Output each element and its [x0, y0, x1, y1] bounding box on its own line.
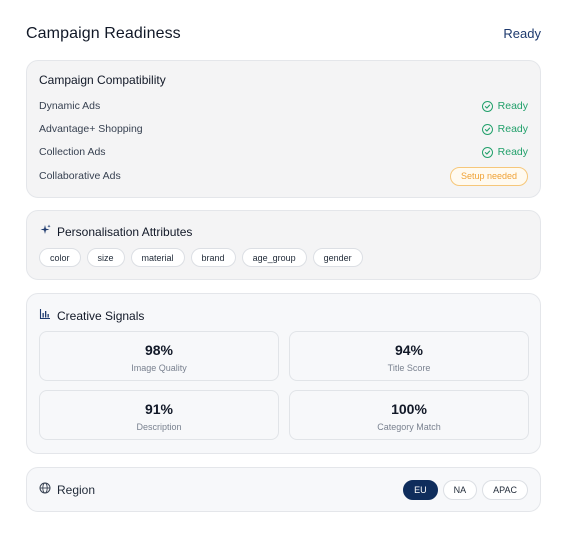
status-text: Ready [497, 123, 528, 135]
chip-age-group[interactable]: age_group [241, 248, 307, 267]
check-circle-icon [481, 123, 493, 135]
compat-status: Ready [481, 100, 528, 112]
compat-label: Collaborative Ads [39, 170, 121, 182]
attributes-header: Personalisation Attributes [39, 224, 192, 239]
header: Campaign Readiness Ready [26, 25, 541, 47]
region-selector: EU NA APAC [403, 480, 528, 500]
chip-gender[interactable]: gender [312, 248, 363, 267]
compat-row-collection-ads: Collection Ads Ready [39, 143, 528, 161]
compat-row-dynamic-ads: Dynamic Ads Ready [39, 97, 528, 115]
compat-row-collaborative-ads: Collaborative Ads Setup needed [39, 166, 528, 186]
region-header: Region [39, 482, 95, 497]
metric-value: 94% [394, 342, 424, 358]
compat-label: Collection Ads [39, 146, 106, 158]
chip-size[interactable]: size [86, 248, 125, 267]
chip-brand[interactable]: brand [190, 248, 236, 267]
check-circle-icon [481, 100, 493, 112]
compatibility-title: Campaign Compatibility [39, 73, 166, 87]
setup-needed-badge: Setup needed [449, 166, 528, 186]
metric-label: Title Score [387, 363, 431, 373]
compat-label: Advantage+ Shopping [39, 123, 143, 135]
signals-header: Creative Signals [39, 308, 144, 323]
check-circle-icon [481, 146, 493, 158]
metric-value: 98% [144, 342, 174, 358]
chip-color[interactable]: color [39, 248, 81, 267]
region-label: Region [57, 482, 96, 497]
region-option-na[interactable]: NA [442, 480, 478, 500]
metric-label: Category Match [377, 422, 441, 432]
globe-icon [39, 482, 51, 497]
region-option-apac[interactable]: APAC [482, 480, 528, 500]
status-text: Ready [497, 146, 528, 158]
signals-title: Creative Signals [57, 308, 145, 323]
attributes-title: Personalisation Attributes [57, 224, 193, 239]
metric-description: 91% Description [39, 390, 279, 440]
metric-category-match: 100% Category Match [289, 390, 529, 440]
metric-label: Image Quality [131, 363, 187, 373]
compat-status: Ready [481, 123, 528, 135]
readiness-status: Ready [503, 26, 541, 41]
metric-label: Description [136, 422, 182, 432]
metric-value: 100% [391, 401, 427, 417]
compatibility-card: Campaign Compatibility Dynamic Ads Ready… [26, 60, 541, 198]
compat-status: Ready [481, 146, 528, 158]
attribute-chips: color size material brand age_group gend… [39, 248, 363, 267]
metric-value: 91% [144, 401, 174, 417]
compat-row-advantage-shopping: Advantage+ Shopping Ready [39, 120, 528, 138]
region-card: Region EU NA APAC [26, 467, 541, 512]
page-title: Campaign Readiness [26, 25, 181, 42]
creative-signals-card: Creative Signals 98% Image Quality 94% T… [26, 293, 541, 454]
sparkle-icon [39, 224, 51, 239]
compat-label: Dynamic Ads [39, 100, 101, 112]
metric-image-quality: 98% Image Quality [39, 331, 279, 381]
status-text: Ready [497, 100, 528, 112]
attributes-card: Personalisation Attributes color size ma… [26, 210, 541, 280]
chip-material[interactable]: material [130, 248, 185, 267]
metric-title-score: 94% Title Score [289, 331, 529, 381]
bar-chart-icon [39, 308, 51, 323]
region-option-eu[interactable]: EU [403, 480, 438, 500]
